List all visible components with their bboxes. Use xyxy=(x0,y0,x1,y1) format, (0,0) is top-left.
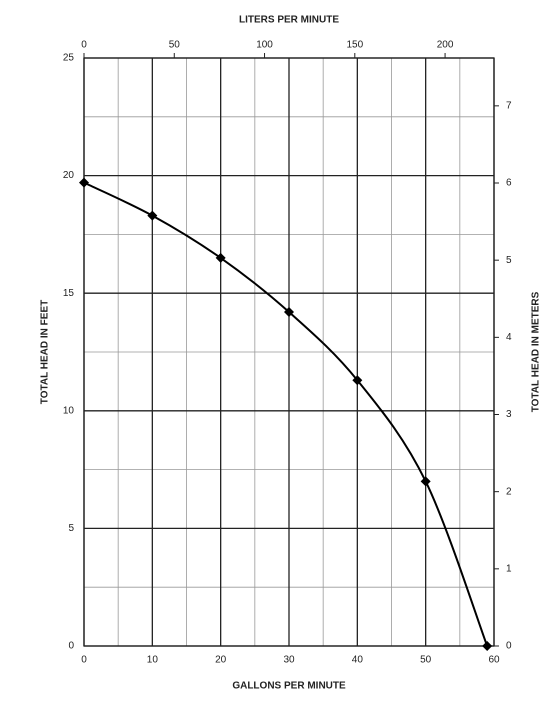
x-tick-label: 20 xyxy=(215,655,227,666)
curve xyxy=(83,181,489,647)
x-tick-label: 50 xyxy=(420,655,432,666)
y-tick-label: 20 xyxy=(63,170,75,181)
x-tick-label: 60 xyxy=(488,655,500,666)
y2-tick-label: 7 xyxy=(506,100,512,111)
y2-tick-label: 3 xyxy=(506,409,512,420)
x2-tick-label: 50 xyxy=(169,40,181,51)
x-tick-label: 30 xyxy=(283,655,295,666)
plot-frame xyxy=(83,57,495,647)
x-tick-label: 10 xyxy=(147,655,159,666)
y-tick-label: 25 xyxy=(63,53,75,64)
marker xyxy=(420,476,431,487)
x2-tick-label: 150 xyxy=(346,40,363,51)
x2-tick-label: 0 xyxy=(81,40,87,51)
y2-tick-label: 0 xyxy=(506,641,512,652)
y2-tick-label: 2 xyxy=(506,486,512,497)
marker xyxy=(284,307,294,318)
x2-tick-label: 100 xyxy=(256,40,273,51)
y-tick-label: 10 xyxy=(63,405,75,416)
x-tick-label: 0 xyxy=(81,655,87,666)
x-tick-label: 40 xyxy=(352,655,364,666)
y2-tick-label: 5 xyxy=(506,255,512,266)
marker xyxy=(79,177,89,188)
marker xyxy=(352,375,363,386)
x2-axis-label: LITERS PER MINUTE xyxy=(239,15,339,26)
x-axis-label: GALLONS PER MINUTE xyxy=(232,681,346,692)
marker xyxy=(482,641,493,651)
y2-axis-label: TOTAL HEAD IN METERS xyxy=(531,291,542,412)
y-axis-label: TOTAL HEAD IN FEET xyxy=(40,300,51,404)
y-tick-label: 15 xyxy=(63,288,75,299)
y2-tick-label: 1 xyxy=(506,563,512,574)
y-tick-label: 5 xyxy=(68,523,74,534)
marker xyxy=(147,210,158,221)
y2-tick-label: 6 xyxy=(506,178,512,189)
marker xyxy=(215,252,226,263)
y2-tick-label: 4 xyxy=(506,332,512,343)
y-tick-label: 0 xyxy=(68,641,74,652)
x2-tick-label: 200 xyxy=(437,40,454,51)
